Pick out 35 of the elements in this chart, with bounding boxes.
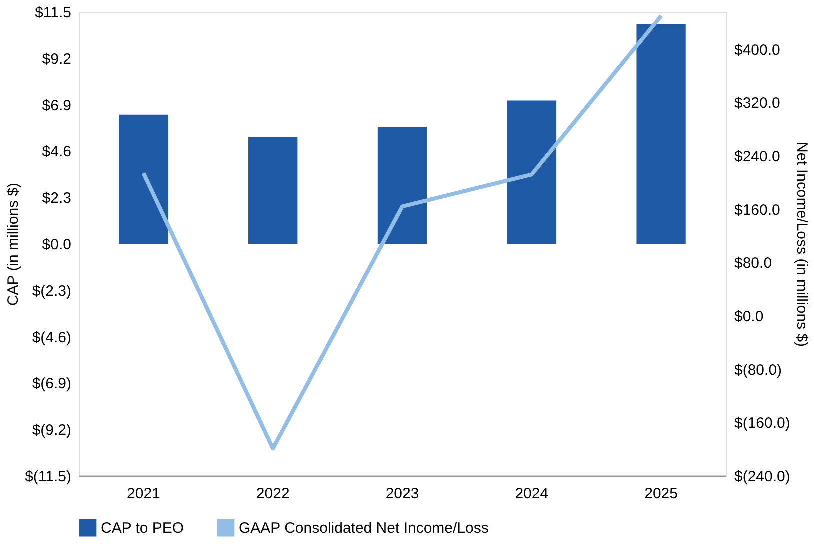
x-tick-label: 2023 — [386, 486, 420, 502]
y2-tick-label: $240.0 — [734, 148, 780, 166]
y-tick-label: $4.6 — [42, 144, 72, 161]
y2-tick-label: $160.0 — [734, 202, 780, 219]
y2-tick-label: $0.0 — [734, 308, 764, 326]
y-tick-label: $6.9 — [42, 97, 72, 114]
y2-axis-title: Net Income/Loss (in millions $) — [793, 142, 810, 348]
y2-tick-label: $320.0 — [734, 95, 780, 112]
y-axis-title: CAP (in millions $) — [5, 182, 22, 306]
y2-tick-label: $80.0 — [734, 255, 772, 272]
y-tick-label: $(6.9) — [32, 376, 72, 393]
x-tick-label: 2025 — [644, 486, 678, 502]
y-tick-label: $11.5 — [35, 4, 72, 22]
y2-tick-label: $(160.0) — [734, 415, 790, 432]
x-tick-label: 2022 — [256, 486, 290, 502]
y-tick-label: $2.3 — [42, 190, 72, 208]
y-tick-label: $9.2 — [42, 50, 72, 68]
y2-tick-label: $(240.0) — [734, 468, 790, 486]
bar — [248, 137, 298, 244]
bar — [636, 24, 686, 244]
bar — [507, 100, 556, 244]
line-series — [142, 14, 664, 451]
y-tick-label: $0.0 — [42, 236, 72, 254]
y-tick-label: $(9.2) — [32, 422, 72, 440]
x-tick-label: 2021 — [127, 486, 160, 502]
bar — [378, 126, 428, 244]
y2-tick-label: $(80.0) — [734, 362, 782, 379]
y-tick-label: $(4.6) — [32, 329, 72, 346]
x-tick-label: 2024 — [515, 486, 549, 502]
bar — [119, 114, 168, 244]
y2-tick-label: $400.0 — [734, 42, 780, 59]
y-tick-label: $(11.5) — [25, 468, 72, 486]
y-tick-label: $(2.3) — [32, 282, 72, 300]
legend-label: GAAP Consolidated Net Income/Loss — [239, 520, 489, 538]
legend-label: CAP to PEO — [101, 520, 184, 538]
